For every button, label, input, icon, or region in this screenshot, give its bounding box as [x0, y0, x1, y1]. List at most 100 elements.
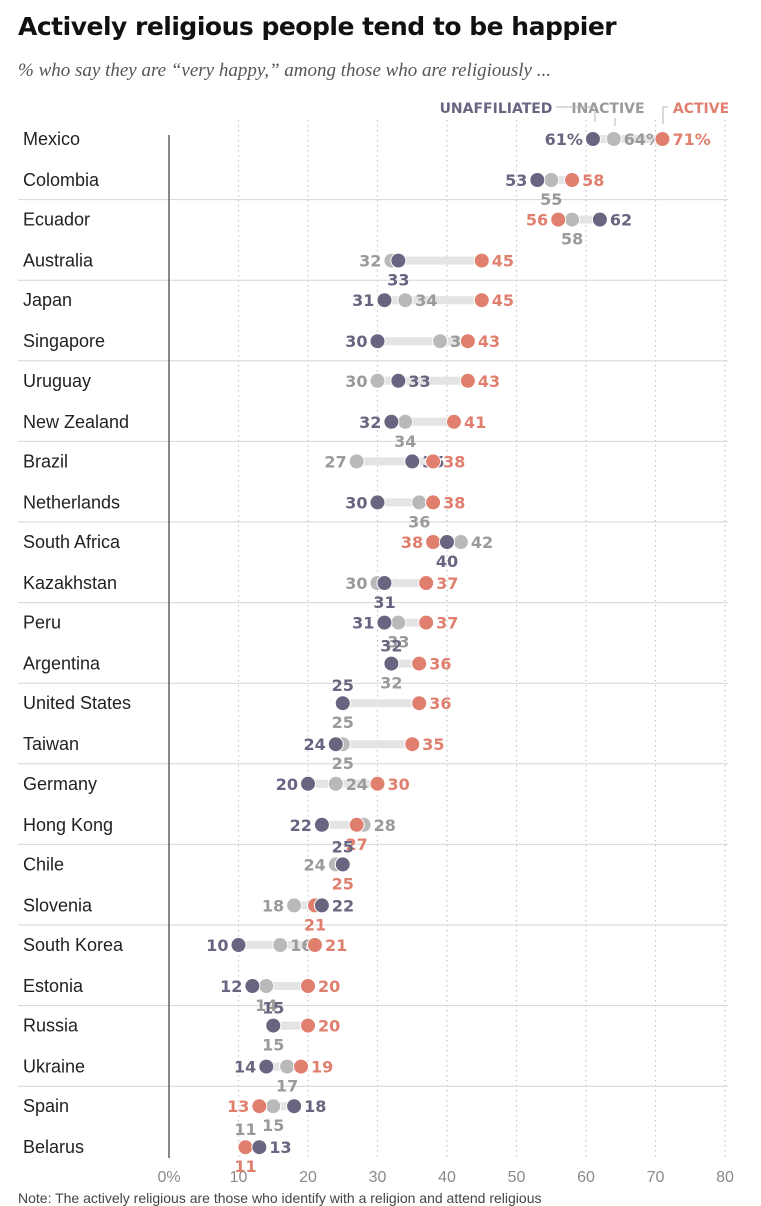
- value-label-inactive-kazakhstan: 30: [345, 574, 367, 593]
- value-label-active-uruguay: 43: [478, 372, 500, 391]
- dot-inactive-mexico: [605, 131, 622, 147]
- value-label-inactive-colombia: 55: [540, 190, 562, 209]
- value-label-unaffiliated-mexico: 61%: [545, 130, 583, 149]
- dot-unaffiliated-taiwan: [327, 736, 344, 753]
- country-label-ecuador: Ecuador: [23, 210, 90, 230]
- value-label-active-mexico: 71%: [672, 130, 710, 149]
- dot-unaffiliated-peru: [376, 614, 393, 631]
- dot-inactive-new-zealand: [397, 413, 414, 430]
- dot-unaffiliated-south-korea: [230, 937, 247, 953]
- legend-leader-unaffiliated: [556, 106, 596, 122]
- value-label-inactive-belarus: 11: [234, 1120, 256, 1139]
- dot-active-united-states: [411, 695, 428, 712]
- value-label-active-hong-kong: 27: [346, 835, 368, 854]
- value-label-unaffiliated-colombia: 53: [505, 171, 527, 190]
- country-label-argentina: Argentina: [23, 654, 101, 674]
- value-label-active-slovenia: 21: [304, 915, 326, 934]
- country-label-united-states: United States: [23, 693, 131, 713]
- value-label-inactive-japan: 34: [415, 291, 437, 310]
- value-label-unaffiliated-belarus: 13: [269, 1138, 291, 1157]
- value-label-active-netherlands: 38: [443, 493, 465, 512]
- value-label-unaffiliated-ukraine: 14: [234, 1058, 256, 1077]
- legend-active: ACTIVE: [673, 101, 729, 117]
- value-label-active-germany: 30: [388, 775, 410, 794]
- value-label-inactive-germany: 24: [346, 775, 368, 794]
- dot-inactive-colombia: [543, 172, 560, 188]
- value-label-active-south-korea: 21: [325, 936, 347, 955]
- dot-active-colombia: [564, 172, 581, 188]
- value-label-inactive-mexico: 64%: [624, 130, 662, 149]
- value-label-inactive-brazil: 27: [324, 452, 346, 471]
- x-tick-label: 60: [577, 1169, 595, 1186]
- dot-active-kazakhstan: [418, 575, 435, 591]
- dot-inactive-singapore: [432, 333, 449, 350]
- dot-inactive-brazil: [348, 453, 365, 470]
- dot-unaffiliated-spain: [286, 1098, 303, 1115]
- chart-subtitle: % who say they are “very happy,” among t…: [18, 60, 551, 81]
- value-label-active-chile: 25: [332, 874, 354, 893]
- value-label-unaffiliated-russia: 15: [262, 999, 284, 1018]
- country-label-japan: Japan: [23, 290, 72, 310]
- value-label-unaffiliated-taiwan: 24: [304, 735, 326, 754]
- country-label-kazakhstan: Kazakhstan: [23, 573, 117, 593]
- dot-unaffiliated-japan: [376, 292, 393, 309]
- dot-unaffiliated-australia: [390, 252, 407, 269]
- dot-unaffiliated-ecuador: [591, 211, 608, 228]
- dot-active-mexico: [654, 131, 671, 147]
- country-label-chile: Chile: [23, 854, 64, 874]
- dot-active-hong-kong: [348, 816, 365, 833]
- value-label-inactive-uruguay: 30: [345, 372, 367, 391]
- dot-inactive-uruguay: [369, 372, 386, 389]
- value-label-active-estonia: 20: [318, 977, 340, 996]
- country-label-belarus: Belarus: [23, 1137, 84, 1157]
- dot-active-south-africa: [425, 534, 442, 550]
- dot-active-singapore: [459, 333, 476, 350]
- dot-inactive-netherlands: [411, 494, 428, 511]
- dot-unaffiliated-mexico: [584, 131, 601, 147]
- dot-unaffiliated-colombia: [529, 172, 546, 188]
- x-tick-label: 0%: [157, 1169, 180, 1186]
- country-label-peru: Peru: [23, 613, 61, 633]
- value-label-inactive-hong-kong: 28: [374, 816, 396, 835]
- country-label-australia: Australia: [23, 251, 94, 271]
- dot-inactive-south-africa: [452, 534, 469, 550]
- value-label-active-united-states: 36: [429, 694, 451, 713]
- legend-inactive: INACTIVE: [571, 101, 644, 117]
- dot-inactive-south-korea: [272, 937, 289, 953]
- dot-unaffiliated-hong-kong: [313, 816, 330, 833]
- chart-title: Actively religious people tend to be hap…: [18, 12, 617, 41]
- dot-unaffiliated-belarus: [251, 1139, 268, 1156]
- value-label-inactive-russia: 15: [262, 1036, 284, 1055]
- value-label-active-peru: 37: [436, 614, 458, 633]
- value-label-active-singapore: 43: [478, 332, 500, 351]
- value-label-active-ukraine: 19: [311, 1058, 333, 1077]
- value-label-active-russia: 20: [318, 1017, 340, 1036]
- value-label-inactive-argentina: 32: [380, 674, 402, 693]
- value-label-inactive-peru: 33: [387, 633, 409, 652]
- legend-leader-active: [662, 106, 668, 124]
- country-label-south-africa: South Africa: [23, 532, 121, 552]
- country-label-russia: Russia: [23, 1016, 79, 1036]
- dot-inactive-peru: [390, 614, 407, 631]
- dot-inactive-japan: [397, 292, 414, 309]
- country-label-colombia: Colombia: [23, 170, 100, 190]
- legend-unaffiliated: UNAFFILIATED: [440, 101, 553, 117]
- dot-active-new-zealand: [445, 413, 462, 430]
- dot-active-peru: [418, 614, 435, 631]
- country-label-brazil: Brazil: [23, 451, 68, 471]
- value-label-inactive-slovenia: 18: [262, 896, 284, 915]
- dot-unaffiliated-russia: [265, 1017, 282, 1034]
- value-label-inactive-united-states: 25: [332, 713, 354, 732]
- value-label-inactive-taiwan: 25: [332, 754, 354, 773]
- value-label-inactive-netherlands: 36: [408, 512, 430, 531]
- dot-unaffiliated-netherlands: [369, 494, 386, 511]
- dot-active-ecuador: [550, 211, 567, 228]
- value-label-unaffiliated-uruguay: 33: [408, 372, 430, 391]
- country-label-singapore: Singapore: [23, 331, 105, 351]
- value-label-active-colombia: 58: [582, 171, 604, 190]
- value-label-unaffiliated-australia: 33: [387, 271, 409, 290]
- dot-active-australia: [473, 252, 490, 269]
- value-label-unaffiliated-netherlands: 30: [345, 493, 367, 512]
- country-label-spain: Spain: [23, 1096, 69, 1116]
